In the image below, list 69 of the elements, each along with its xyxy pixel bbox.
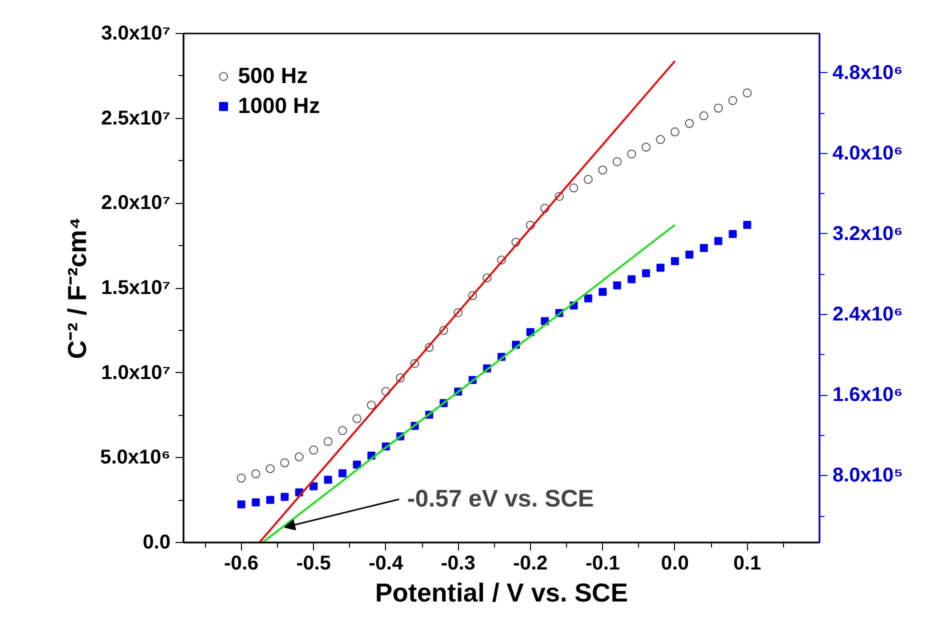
- point: [236, 474, 246, 483]
- point: [598, 166, 608, 175]
- y-tick-label: 3.0x10⁷: [101, 22, 171, 44]
- point: [743, 220, 752, 229]
- y2-tick-label: 8.0x10⁵: [832, 464, 904, 487]
- point: [627, 149, 636, 158]
- point: [352, 460, 361, 469]
- point: [237, 500, 246, 508]
- x-tick-label: -0.5: [296, 552, 331, 574]
- point: [728, 230, 737, 238]
- y-tick-label: 2.0x10⁷: [101, 192, 171, 214]
- y2-tick-label: 3.2x10⁶: [832, 222, 903, 245]
- point: [252, 498, 260, 506]
- x-tick-label: -0.2: [513, 552, 548, 574]
- point: [742, 88, 752, 98]
- point: [366, 400, 376, 410]
- point: [251, 469, 260, 478]
- point: [294, 452, 304, 462]
- point: [584, 174, 593, 184]
- point: [670, 257, 679, 266]
- point: [656, 264, 664, 272]
- y-tick-label: 2.5x10⁷: [101, 107, 171, 130]
- point: [280, 492, 289, 501]
- point: [352, 414, 362, 424]
- point: [700, 244, 708, 252]
- point: [324, 476, 332, 484]
- x-axis-title: Potential / V vs. SCE: [375, 578, 628, 608]
- point: [338, 426, 347, 436]
- x-tick-label: -0.6: [224, 552, 259, 574]
- point: [714, 237, 722, 246]
- y2-tick-label: 4.0x10⁶: [832, 142, 903, 164]
- legend-label: 1000 Hz: [238, 93, 321, 119]
- annotation: -0.57 eV vs. SCE: [407, 486, 594, 513]
- x-tick-label: 0.0: [661, 552, 689, 574]
- point: [598, 288, 607, 296]
- y2-tick-label: 2.4x10⁶: [832, 304, 903, 326]
- point: [266, 496, 274, 504]
- point: [642, 142, 651, 152]
- point: [714, 104, 723, 113]
- point: [266, 464, 275, 474]
- x-tick-label: -0.1: [585, 552, 620, 574]
- point: [338, 469, 346, 478]
- y-tick-label: 1.5x10⁷: [101, 277, 171, 299]
- point: [670, 127, 680, 136]
- point: [310, 482, 318, 490]
- x-tick-label: -0.3: [440, 552, 476, 574]
- point: [569, 183, 578, 192]
- y2-tick-label: 1.6x10⁶: [832, 384, 903, 406]
- point: [280, 458, 290, 468]
- y-axis-title: C⁻² / F⁻²cm⁴: [62, 216, 92, 360]
- point: [612, 157, 622, 166]
- point: [728, 96, 738, 106]
- point: [656, 135, 665, 144]
- point: [324, 437, 333, 446]
- x-tick-label: 0.1: [733, 552, 762, 574]
- point: [699, 111, 708, 120]
- x-tick-label: -0.4: [368, 552, 404, 574]
- point: [628, 275, 636, 284]
- point: [309, 446, 318, 455]
- y-tick-label: 1.0x10⁷: [101, 362, 171, 384]
- point: [642, 269, 650, 278]
- y-tick-label: 0.0: [142, 532, 171, 554]
- point: [613, 281, 622, 290]
- y2-tick-label: 4.8x10⁶: [832, 62, 903, 84]
- point: [684, 118, 694, 128]
- point: [685, 250, 694, 259]
- legend-label: 500 Hz: [238, 63, 309, 89]
- y-tick-label: 5.0x10⁶: [100, 446, 171, 469]
- point: [584, 294, 592, 302]
